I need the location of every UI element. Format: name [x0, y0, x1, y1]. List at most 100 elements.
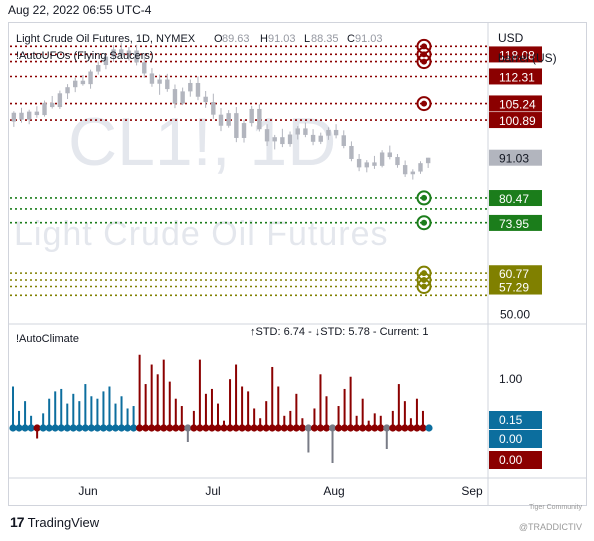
candle-body: [11, 112, 17, 122]
climate-label: 0.00: [499, 432, 523, 446]
climate-dot: [413, 424, 421, 432]
climate-dot: [129, 424, 138, 432]
brand-name: TradingView: [27, 514, 100, 530]
price-label-bg: [489, 190, 542, 207]
candle-body: [111, 49, 116, 57]
ohlc-h-label: H: [260, 33, 268, 45]
ufo-marker: [416, 54, 432, 70]
candle-body: [195, 82, 201, 97]
climate-dot: [15, 424, 23, 432]
candle-body: [73, 80, 78, 88]
price-label: 91.03: [499, 152, 529, 166]
ohlc-o-label: O: [214, 33, 223, 45]
climate-dot: [99, 424, 108, 432]
climate-dot: [250, 424, 258, 432]
candle-body: [356, 158, 362, 168]
climate-dot: [39, 424, 47, 432]
ufo-marker: [416, 215, 432, 231]
climate-label-bg: [489, 411, 542, 429]
candle-body: [211, 102, 216, 115]
climate-dot: [274, 424, 282, 432]
symbol-title[interactable]: Light Crude Oil Futures, 1D, NYMEX: [16, 33, 196, 45]
candle-body: [65, 87, 70, 94]
tradingview-icon: 17: [10, 514, 25, 530]
ufo-marker: [416, 278, 432, 294]
candle-body: [50, 102, 55, 108]
candle-body: [341, 135, 346, 146]
ohlc-h-value: 91.03: [268, 33, 296, 45]
candle-body: [234, 113, 239, 138]
price-label: 57.29: [499, 281, 529, 295]
time-axis-label: Jun: [78, 484, 97, 498]
tradingview-logo[interactable]: 17 TradingView: [10, 514, 99, 530]
climate-dot: [154, 424, 162, 432]
candle-body: [103, 56, 109, 66]
watermark-symbol: CL1!, 1D: [68, 104, 336, 180]
climate-dot: [395, 424, 403, 432]
climate-dot: [57, 424, 65, 432]
climate-dot: [184, 424, 192, 432]
price-label: 80.47: [499, 192, 529, 206]
candle-body: [287, 134, 293, 145]
candle-body: [364, 162, 369, 168]
candle-body: [188, 82, 193, 92]
ufo-marker-core: [421, 219, 427, 226]
candle-body: [257, 108, 262, 130]
climate-dot: [328, 424, 337, 432]
climate-dot: [262, 424, 270, 432]
climate-dot: [178, 424, 186, 432]
timestamp: Aug 22, 2022 06:55 UTC-4: [8, 3, 152, 17]
price-label-bg: [489, 95, 542, 112]
price-axis-unit-2: barrel (US): [498, 51, 557, 65]
climate-dot: [21, 424, 29, 432]
climate-dot: [359, 424, 367, 432]
climate-dot: [256, 424, 264, 432]
climate-label-bg: [489, 430, 542, 448]
climate-dot: [148, 424, 156, 432]
price-label: 73.95: [499, 217, 529, 231]
ufo-marker: [416, 96, 432, 112]
climate-dot: [9, 424, 17, 432]
candle-body: [134, 50, 139, 63]
climate-dot: [69, 424, 77, 432]
climate-dot: [238, 424, 246, 432]
time-axis-label: Aug: [323, 484, 344, 498]
ufo-marker-core: [421, 283, 427, 290]
climate-dot: [117, 424, 126, 432]
climate-dot: [142, 424, 150, 432]
candle-body: [165, 79, 170, 90]
indicator-lower-label[interactable]: !AutoClimate: [16, 333, 79, 345]
climate-dot: [33, 424, 41, 432]
price-label: 118.08: [499, 48, 535, 62]
climate-dot: [365, 424, 373, 432]
candle-body: [349, 145, 354, 159]
ufo-marker-core: [421, 194, 427, 201]
time-axis-label: Sep: [461, 484, 483, 498]
candle-body: [34, 111, 40, 116]
indicator-upper-label[interactable]: !AutoUFOs (Flying Saucers): [16, 50, 154, 62]
climate-dot: [407, 424, 415, 432]
climate-dot: [371, 424, 379, 432]
candle-body: [42, 102, 47, 116]
climate-dot: [81, 424, 89, 432]
candle-body: [333, 129, 339, 136]
climate-label-bg: [489, 451, 542, 469]
candle-body: [172, 89, 178, 104]
climate-dot: [160, 424, 168, 432]
price-label-bg: [489, 46, 542, 63]
lower-stats-text: ↑STD: 6.74 - ↓STD: 5.78 - Current: 1: [250, 326, 429, 338]
climate-label: 0.15: [499, 413, 523, 427]
chart-frame[interactable]: [8, 22, 587, 506]
climate-dot: [196, 424, 204, 432]
climate-dot: [202, 424, 210, 432]
ufo-marker-core: [421, 100, 427, 107]
climate-dot: [292, 424, 300, 432]
ohlc-c-label: C: [347, 33, 355, 45]
candle-body: [226, 113, 231, 126]
climate-dot: [322, 424, 331, 432]
candlestick-series: [11, 42, 431, 180]
candle-body: [218, 114, 224, 126]
candle-body: [203, 96, 208, 103]
candle-body: [80, 80, 86, 85]
